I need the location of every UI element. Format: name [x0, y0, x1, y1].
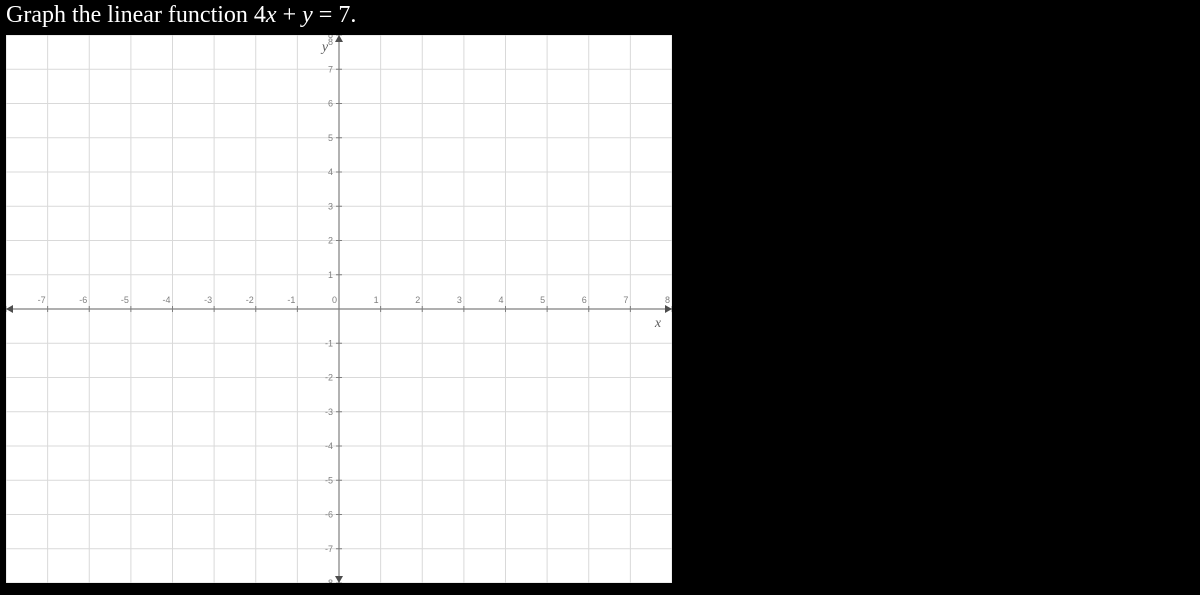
- svg-text:4: 4: [498, 295, 503, 305]
- svg-text:-8: -8: [325, 578, 333, 583]
- term1-var: x: [266, 2, 277, 28]
- equals-sign: =: [313, 2, 339, 28]
- svg-text:3: 3: [457, 295, 462, 305]
- svg-text:5: 5: [540, 295, 545, 305]
- cartesian-grid[interactable]: -8 -7 -6 -5 -4 -3 -2 -1 0 1 2 3 4 5 6 7 8 1 2 3 4 5 6 7 8 -1 -2 -3 -…: [6, 35, 672, 583]
- rhs: 7: [338, 2, 350, 28]
- svg-text:-5: -5: [121, 295, 129, 305]
- svg-text:8: 8: [328, 37, 333, 47]
- svg-text:3: 3: [328, 201, 333, 211]
- graph-container: -8 -7 -6 -5 -4 -3 -2 -1 0 1 2 3 4 5 6 7 8 1 2 3 4 5 6 7 8 -1 -2 -3 -…: [6, 35, 1200, 588]
- svg-text:5: 5: [328, 133, 333, 143]
- svg-text:7: 7: [328, 64, 333, 74]
- svg-text:4: 4: [328, 167, 333, 177]
- term1-coef: 4: [254, 2, 266, 28]
- svg-text:0: 0: [332, 295, 337, 305]
- svg-text:-6: -6: [79, 295, 87, 305]
- svg-text:6: 6: [328, 99, 333, 109]
- svg-text:-3: -3: [325, 407, 333, 417]
- svg-text:-7: -7: [38, 295, 46, 305]
- svg-text:x: x: [654, 316, 662, 331]
- svg-text:6: 6: [582, 295, 587, 305]
- svg-text:8: 8: [665, 295, 670, 305]
- svg-text:1: 1: [328, 270, 333, 280]
- svg-text:-4: -4: [325, 441, 333, 451]
- svg-text:-3: -3: [204, 295, 212, 305]
- term2-var: y: [302, 2, 313, 28]
- svg-text:7: 7: [623, 295, 628, 305]
- svg-text:1: 1: [374, 295, 379, 305]
- svg-text:-4: -4: [162, 295, 170, 305]
- prompt-prefix: Graph the linear function: [6, 2, 254, 28]
- question-prompt: Graph the linear function 4x + y = 7.: [0, 0, 1200, 31]
- svg-text:2: 2: [328, 236, 333, 246]
- svg-text:-2: -2: [246, 295, 254, 305]
- plus-sign: +: [277, 2, 303, 28]
- svg-text:-6: -6: [325, 510, 333, 520]
- svg-text:-2: -2: [325, 373, 333, 383]
- svg-text:-7: -7: [325, 544, 333, 554]
- svg-text:2: 2: [415, 295, 420, 305]
- svg-text:-5: -5: [325, 475, 333, 485]
- svg-text:-1: -1: [287, 295, 295, 305]
- prompt-suffix: .: [350, 2, 356, 28]
- svg-text:-1: -1: [325, 338, 333, 348]
